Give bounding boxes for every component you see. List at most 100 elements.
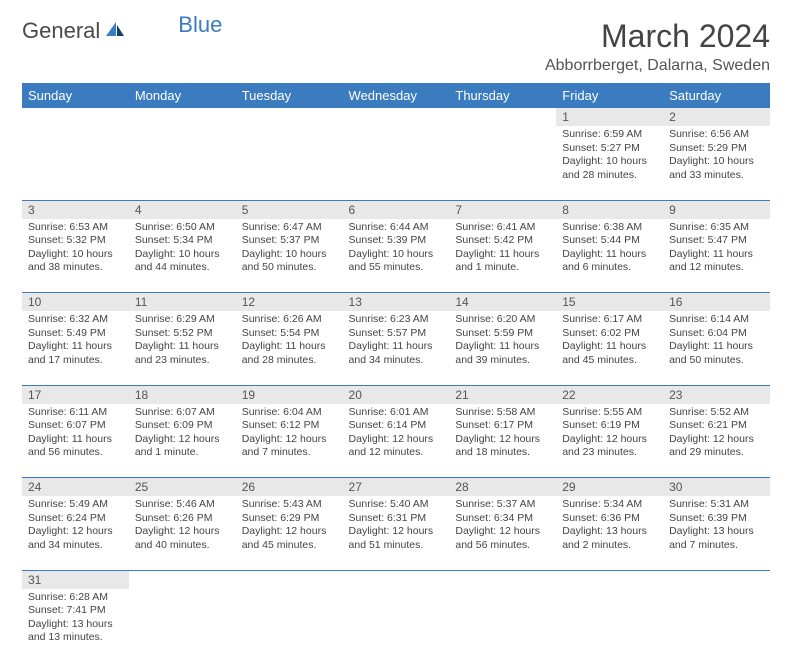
- day-number-cell: 30: [663, 478, 770, 497]
- day-body-cell: Sunrise: 6:23 AMSunset: 5:57 PMDaylight:…: [343, 311, 450, 385]
- day-number: 31: [28, 573, 41, 587]
- day-number: 25: [135, 480, 148, 494]
- sunset-text: Sunset: 6:12 PM: [242, 419, 337, 433]
- day-number-cell: 28: [449, 478, 556, 497]
- day-number-cell: [449, 108, 556, 126]
- day-body-cell: [663, 589, 770, 663]
- day-body-cell: Sunrise: 6:32 AMSunset: 5:49 PMDaylight:…: [22, 311, 129, 385]
- day-number: 18: [135, 388, 148, 402]
- day-number-cell: [663, 570, 770, 589]
- day-number-cell: [556, 570, 663, 589]
- sunset-text: Sunset: 5:47 PM: [669, 234, 764, 248]
- day-number: 9: [669, 203, 676, 217]
- day-body-cell: Sunrise: 5:34 AMSunset: 6:36 PMDaylight:…: [556, 496, 663, 570]
- day-number-cell: 12: [236, 293, 343, 312]
- sunrise-text: Sunrise: 6:29 AM: [135, 313, 230, 327]
- day-number-cell: 14: [449, 293, 556, 312]
- day-number-cell: 22: [556, 385, 663, 404]
- day-body-cell: [449, 126, 556, 200]
- sunrise-text: Sunrise: 6:44 AM: [349, 221, 444, 235]
- day-body-cell: Sunrise: 6:04 AMSunset: 6:12 PMDaylight:…: [236, 404, 343, 478]
- day-number: 27: [349, 480, 362, 494]
- day-body-cell: Sunrise: 6:41 AMSunset: 5:42 PMDaylight:…: [449, 219, 556, 293]
- sunset-text: Sunset: 5:57 PM: [349, 327, 444, 341]
- sunset-text: Sunset: 5:27 PM: [562, 142, 657, 156]
- day-number: 20: [349, 388, 362, 402]
- day-number: 3: [28, 203, 35, 217]
- day-number: 4: [135, 203, 142, 217]
- day-body-cell: [129, 126, 236, 200]
- day-body-cell: Sunrise: 5:37 AMSunset: 6:34 PMDaylight:…: [449, 496, 556, 570]
- daylight-text: Daylight: 13 hours and 2 minutes.: [562, 525, 657, 552]
- day-body-cell: Sunrise: 6:26 AMSunset: 5:54 PMDaylight:…: [236, 311, 343, 385]
- sunrise-text: Sunrise: 5:55 AM: [562, 406, 657, 420]
- day-number: 30: [669, 480, 682, 494]
- daylight-text: Daylight: 11 hours and 23 minutes.: [135, 340, 230, 367]
- day-number: 22: [562, 388, 575, 402]
- sunrise-text: Sunrise: 5:43 AM: [242, 498, 337, 512]
- sunset-text: Sunset: 6:02 PM: [562, 327, 657, 341]
- sunrise-text: Sunrise: 6:07 AM: [135, 406, 230, 420]
- day-body-row: Sunrise: 5:49 AMSunset: 6:24 PMDaylight:…: [22, 496, 770, 570]
- sunrise-text: Sunrise: 6:47 AM: [242, 221, 337, 235]
- day-body-cell: Sunrise: 6:59 AMSunset: 5:27 PMDaylight:…: [556, 126, 663, 200]
- sunset-text: Sunset: 5:39 PM: [349, 234, 444, 248]
- day-number: 29: [562, 480, 575, 494]
- day-number-cell: 19: [236, 385, 343, 404]
- daylight-text: Daylight: 12 hours and 34 minutes.: [28, 525, 123, 552]
- sunset-text: Sunset: 6:39 PM: [669, 512, 764, 526]
- daylight-text: Daylight: 10 hours and 28 minutes.: [562, 155, 657, 182]
- calendar-table: Sunday Monday Tuesday Wednesday Thursday…: [22, 83, 770, 663]
- day-body-cell: Sunrise: 6:35 AMSunset: 5:47 PMDaylight:…: [663, 219, 770, 293]
- day-body-cell: Sunrise: 5:52 AMSunset: 6:21 PMDaylight:…: [663, 404, 770, 478]
- day-body-cell: [22, 126, 129, 200]
- day-number-cell: 5: [236, 200, 343, 219]
- day-number: 24: [28, 480, 41, 494]
- day-body-cell: [129, 589, 236, 663]
- sunrise-text: Sunrise: 6:20 AM: [455, 313, 550, 327]
- sunrise-text: Sunrise: 6:28 AM: [28, 591, 123, 605]
- day-body-cell: Sunrise: 6:07 AMSunset: 6:09 PMDaylight:…: [129, 404, 236, 478]
- daylight-text: Daylight: 12 hours and 56 minutes.: [455, 525, 550, 552]
- page-title: March 2024: [545, 18, 770, 55]
- sunset-text: Sunset: 6:24 PM: [28, 512, 123, 526]
- sunrise-text: Sunrise: 6:38 AM: [562, 221, 657, 235]
- day-number: 13: [349, 295, 362, 309]
- daylight-text: Daylight: 10 hours and 55 minutes.: [349, 248, 444, 275]
- sunrise-text: Sunrise: 6:01 AM: [349, 406, 444, 420]
- sunset-text: Sunset: 5:29 PM: [669, 142, 764, 156]
- sunset-text: Sunset: 5:59 PM: [455, 327, 550, 341]
- sunset-text: Sunset: 6:31 PM: [349, 512, 444, 526]
- sunrise-text: Sunrise: 5:46 AM: [135, 498, 230, 512]
- daylight-text: Daylight: 13 hours and 13 minutes.: [28, 618, 123, 645]
- sunset-text: Sunset: 6:34 PM: [455, 512, 550, 526]
- day-number-cell: 20: [343, 385, 450, 404]
- daylight-text: Daylight: 12 hours and 51 minutes.: [349, 525, 444, 552]
- day-body-row: Sunrise: 6:11 AMSunset: 6:07 PMDaylight:…: [22, 404, 770, 478]
- day-number: 21: [455, 388, 468, 402]
- sunrise-text: Sunrise: 5:37 AM: [455, 498, 550, 512]
- day-body-cell: [556, 589, 663, 663]
- daylight-text: Daylight: 12 hours and 29 minutes.: [669, 433, 764, 460]
- sunset-text: Sunset: 5:42 PM: [455, 234, 550, 248]
- day-number-cell: 9: [663, 200, 770, 219]
- sunset-text: Sunset: 6:14 PM: [349, 419, 444, 433]
- day-number-cell: 27: [343, 478, 450, 497]
- day-body-cell: Sunrise: 6:44 AMSunset: 5:39 PMDaylight:…: [343, 219, 450, 293]
- day-body-cell: Sunrise: 6:11 AMSunset: 6:07 PMDaylight:…: [22, 404, 129, 478]
- day-body-row: Sunrise: 6:32 AMSunset: 5:49 PMDaylight:…: [22, 311, 770, 385]
- day-number-cell: 21: [449, 385, 556, 404]
- day-number-cell: 6: [343, 200, 450, 219]
- title-block: March 2024 Abborrberget, Dalarna, Sweden: [545, 18, 770, 75]
- weekday-header: Saturday: [663, 83, 770, 108]
- weekday-header: Wednesday: [343, 83, 450, 108]
- daylight-text: Daylight: 12 hours and 45 minutes.: [242, 525, 337, 552]
- day-number: 23: [669, 388, 682, 402]
- day-number-cell: 7: [449, 200, 556, 219]
- day-number-cell: 1: [556, 108, 663, 126]
- day-number-cell: [343, 570, 450, 589]
- day-number-row: 17181920212223: [22, 385, 770, 404]
- sunset-text: Sunset: 5:54 PM: [242, 327, 337, 341]
- sunrise-text: Sunrise: 6:56 AM: [669, 128, 764, 142]
- day-number: 16: [669, 295, 682, 309]
